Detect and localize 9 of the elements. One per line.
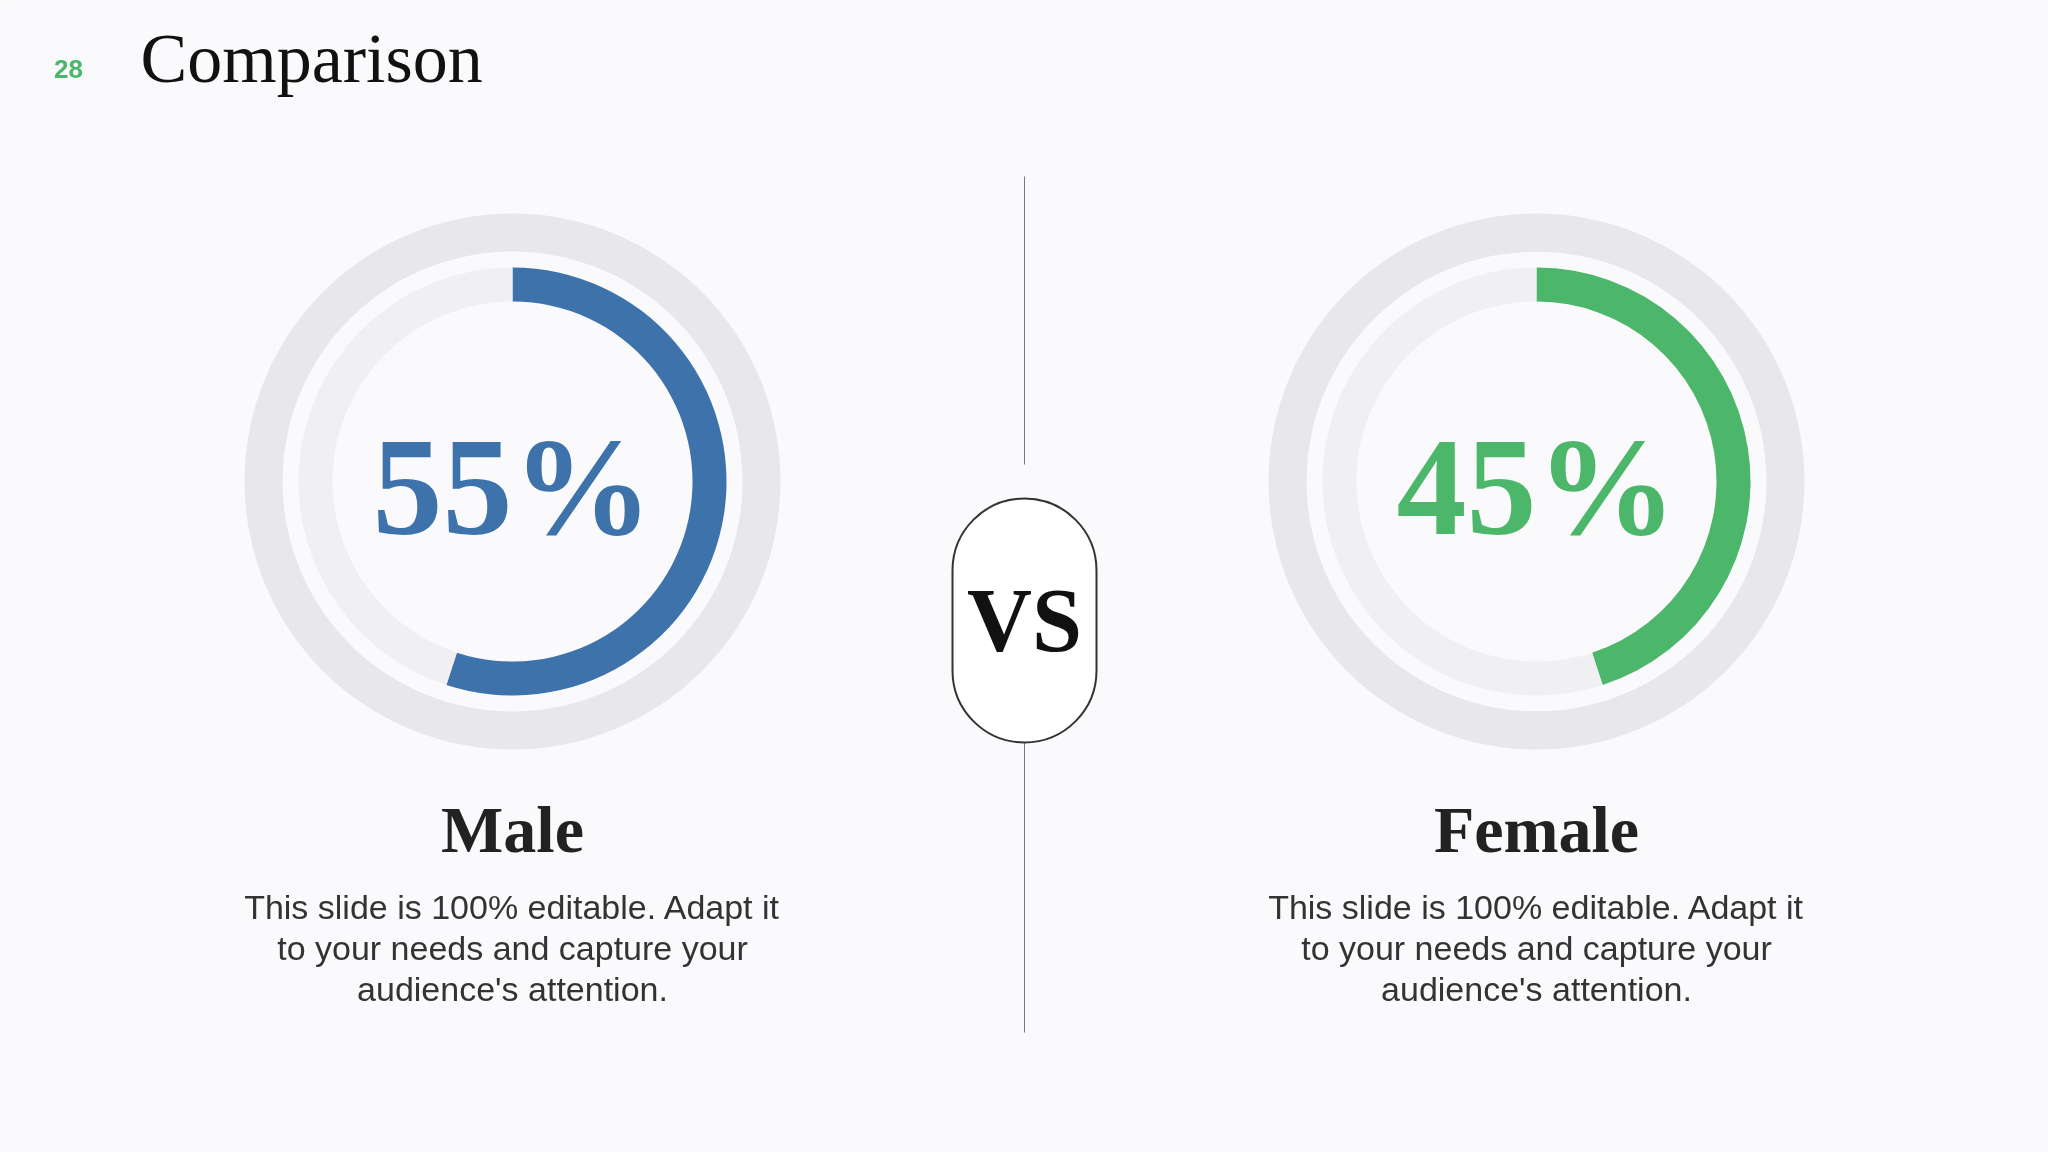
text: VS — [966, 571, 1083, 670]
text: This slide is 100% editable. Adapt it to your needs and capture your audience's attention. — [244, 887, 780, 1008]
data-label: 45% — [1396, 409, 1677, 564]
data-label: 55% — [372, 409, 653, 564]
text: Male — [441, 793, 584, 866]
text: 28 — [54, 53, 83, 84]
text: This slide is 100% editable. Adapt it to your needs and capture your audience's attention. — [1268, 887, 1804, 1008]
text: Comparison — [140, 20, 483, 97]
text: Female — [1433, 793, 1640, 866]
